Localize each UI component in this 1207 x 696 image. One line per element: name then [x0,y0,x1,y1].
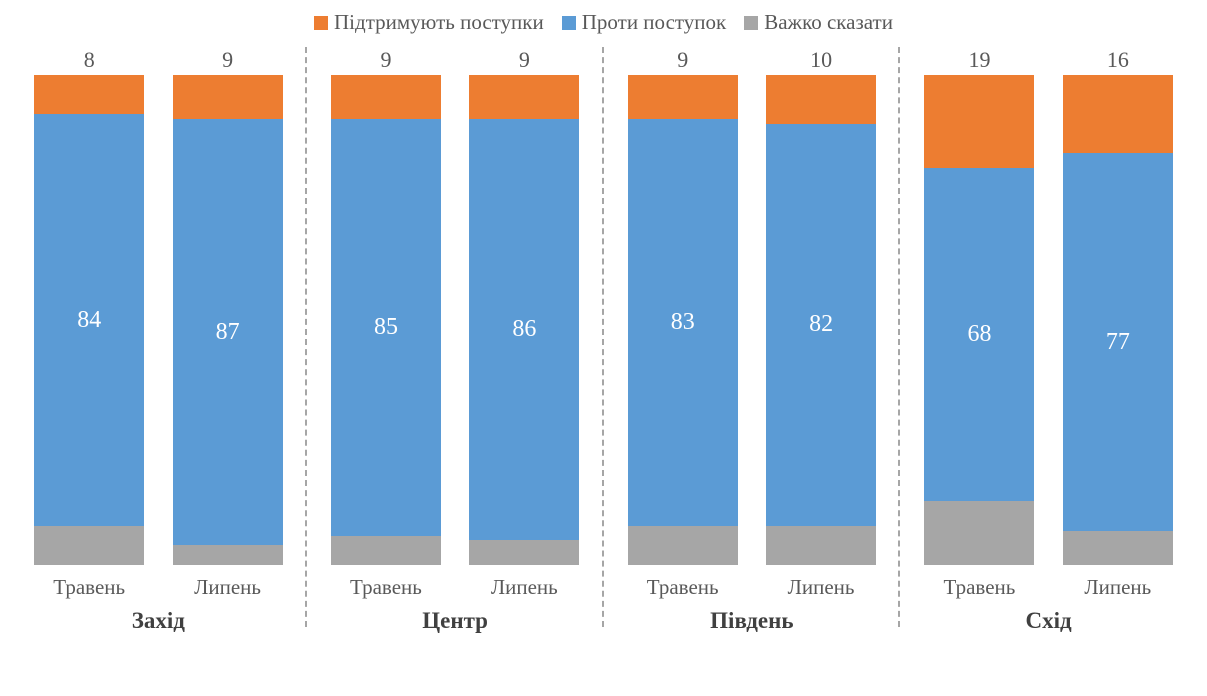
segment-against: 84 [34,114,144,526]
region-group: 985Травень986ЛипеньЦентр [307,47,604,627]
month-label: Липень [1084,575,1151,600]
month-label: Липень [194,575,261,600]
segment-support [628,75,738,119]
legend-label: Проти поступок [582,10,726,35]
segment-hard-to-say [628,526,738,565]
stacked-bar: 77 [1063,75,1173,565]
stacked-bar: 87 [173,75,283,565]
support-value-label: 9 [519,47,530,73]
legend-item: Підтримують поступки [314,10,544,35]
support-value-label: 9 [380,47,391,73]
bar-column: 9 85 Травень [317,47,455,600]
legend-swatch [314,16,328,30]
bars-row: 9 85 Травень 9 86 Липень [307,47,604,600]
segment-hard-to-say [331,536,441,565]
bar-column: 19 68 Травень [910,47,1048,600]
legend-label: Підтримують поступки [334,10,544,35]
bar-column: 9 83 Травень [614,47,752,600]
stacked-bar: 83 [628,75,738,565]
segment-hard-to-say [766,526,876,565]
segment-support [766,75,876,124]
segment-against: 83 [628,119,738,526]
segment-hard-to-say [924,501,1034,565]
stacked-bar: 86 [469,75,579,565]
bar-column: 10 82 Липень [752,47,890,600]
segment-against: 87 [173,119,283,545]
region-label: Захід [10,608,307,640]
segment-hard-to-say [173,545,283,565]
legend-swatch [744,16,758,30]
legend-item: Важко сказати [744,10,893,35]
segment-against: 77 [1063,153,1173,530]
region-group: 1968Травень1677ЛипеньСхід [900,47,1197,627]
segment-against: 68 [924,168,1034,501]
legend-swatch [562,16,576,30]
segment-against: 85 [331,119,441,536]
month-label: Липень [788,575,855,600]
support-value-label: 9 [222,47,233,73]
stacked-bar: 85 [331,75,441,565]
region-group: 884Травень987ЛипеньЗахід [10,47,307,627]
segment-support [1063,75,1173,153]
month-label: Травень [944,575,1016,600]
support-value-label: 19 [968,47,990,73]
segment-hard-to-say [34,526,144,565]
chart-area: 884Травень987ЛипеньЗахід985Травень986Лип… [10,47,1197,627]
region-group: 983Травень1082ЛипеньПівдень [604,47,901,627]
legend: Підтримують поступки Проти поступок Важко … [10,10,1197,35]
segment-support [173,75,283,119]
month-label: Травень [647,575,719,600]
segment-against: 82 [766,124,876,526]
region-label: Центр [307,608,604,640]
bar-column: 8 84 Травень [20,47,158,600]
segment-support [331,75,441,119]
support-value-label: 16 [1107,47,1129,73]
legend-item: Проти поступок [562,10,726,35]
bar-column: 16 77 Липень [1049,47,1187,600]
month-label: Травень [53,575,125,600]
region-label: Південь [604,608,901,640]
segment-support [34,75,144,114]
stacked-bar: 82 [766,75,876,565]
bars-row: 9 83 Травень 10 82 Липень [604,47,901,600]
month-label: Липень [491,575,558,600]
segment-hard-to-say [1063,531,1173,565]
support-value-label: 8 [84,47,95,73]
month-label: Травень [350,575,422,600]
bar-column: 9 86 Липень [455,47,593,600]
segment-hard-to-say [469,540,579,565]
legend-label: Важко сказати [764,10,893,35]
bars-row: 8 84 Травень 9 87 Липень [10,47,307,600]
stacked-bar: 84 [34,75,144,565]
stacked-bar: 68 [924,75,1034,565]
bar-column: 9 87 Липень [158,47,296,600]
segment-support [469,75,579,119]
segment-support [924,75,1034,168]
support-value-label: 9 [677,47,688,73]
support-value-label: 10 [810,47,832,73]
bars-row: 19 68 Травень 16 77 Липень [900,47,1197,600]
segment-against: 86 [469,119,579,540]
region-label: Схід [900,608,1197,640]
